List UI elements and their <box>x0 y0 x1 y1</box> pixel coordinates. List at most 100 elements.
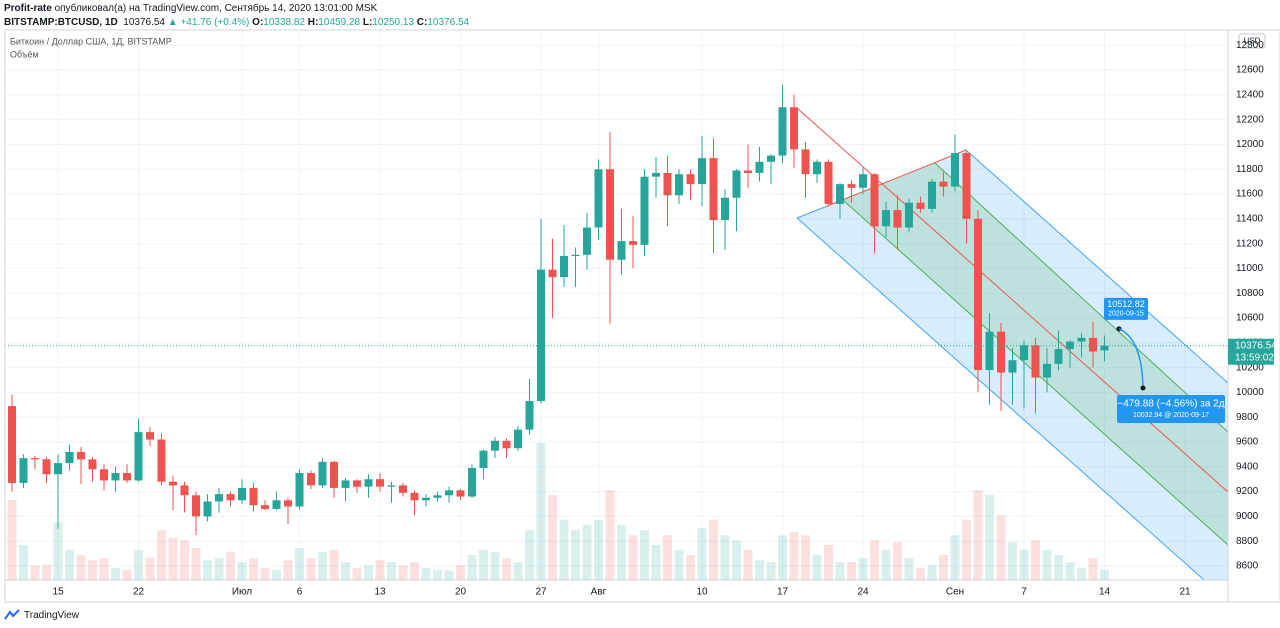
high: 10459.28 <box>318 17 361 28</box>
forecast-change: −479.88 (−4.56%) за 2д <box>1117 399 1224 410</box>
volume-bar <box>1054 555 1063 580</box>
candle-body <box>606 169 614 260</box>
volume-bar <box>306 558 316 580</box>
candle-body <box>836 184 844 204</box>
candle-body <box>686 174 695 185</box>
y-tick-label: 9000 <box>1236 511 1259 522</box>
volume-bar <box>548 494 557 580</box>
candle-body <box>629 241 637 245</box>
y-tick-label: 11600 <box>1236 189 1264 200</box>
candle-body <box>939 181 948 187</box>
volume-bar <box>180 540 189 580</box>
candle-body <box>755 161 764 173</box>
volume-bar <box>145 557 155 580</box>
candle-body <box>445 490 453 496</box>
candle-body <box>261 505 269 509</box>
candle-body <box>111 473 120 481</box>
volume-bar <box>65 549 74 580</box>
candle-body <box>157 439 166 482</box>
volume-bar <box>674 549 684 580</box>
candle-body <box>215 494 223 502</box>
forecast-start-date: 2020-09-15 <box>1108 311 1144 318</box>
candle-body <box>295 473 304 507</box>
candle-body <box>180 485 189 496</box>
x-tick-label: 15 <box>52 587 64 598</box>
volume-bar <box>421 567 431 580</box>
volume-bar <box>697 528 707 580</box>
volume-bar <box>226 551 235 580</box>
volume-bar <box>950 535 960 580</box>
channel-upper <box>965 149 1229 384</box>
candle-body <box>249 487 258 506</box>
volume-bar <box>456 565 465 580</box>
candle-body <box>100 469 108 481</box>
l-label: L: <box>362 17 373 28</box>
volume-bar <box>398 565 408 580</box>
axes: 8600 8800 9000 9200 9400 9600 9800 10000 10200 10… <box>52 40 1277 598</box>
volume-bar <box>341 562 350 580</box>
volume-bar <box>973 490 983 580</box>
volume-bar <box>479 549 488 580</box>
candle-body <box>88 459 97 470</box>
candle-body <box>560 256 568 278</box>
candle-body <box>19 458 28 483</box>
x-tick-label: Июл <box>232 587 252 598</box>
forecast-end-point <box>1140 385 1146 391</box>
candle-body <box>790 107 798 150</box>
candle-body <box>77 451 85 460</box>
candle-body <box>65 451 74 464</box>
candles <box>5 84 1228 535</box>
y-tick-label: 11000 <box>1236 263 1264 274</box>
volume-bar <box>801 535 810 580</box>
candle-body <box>1020 345 1028 361</box>
volume-bar <box>812 555 822 580</box>
y-tick-label: 12800 <box>1236 40 1264 51</box>
published: опубликовал(а) на TradingView.com, Сентя… <box>54 3 378 14</box>
candle-body <box>456 490 465 497</box>
x-tick-label: 20 <box>455 587 467 598</box>
candle-body <box>364 479 373 487</box>
volume-bar <box>329 549 339 580</box>
candle-body <box>146 432 154 440</box>
candle-body <box>537 269 545 402</box>
candle-body <box>916 202 925 209</box>
currency-box[interactable] <box>1238 33 1266 49</box>
candle-body <box>238 487 246 501</box>
candle-body <box>1043 363 1051 378</box>
x-tick-label: 27 <box>535 587 547 598</box>
volume-bar <box>42 564 51 580</box>
candle-body <box>1031 345 1040 378</box>
currency: USD <box>1244 37 1261 46</box>
x-tick-label: 10 <box>696 587 708 598</box>
y-tick-label: 12400 <box>1236 89 1264 100</box>
candle-body <box>341 480 350 488</box>
volume-bar <box>7 500 17 580</box>
volume-bar <box>1042 549 1052 580</box>
candle-body <box>617 241 626 260</box>
open: 10338.82 <box>263 17 305 28</box>
volume-bar <box>686 555 695 580</box>
volume-bar <box>30 565 40 580</box>
volume-bar <box>985 494 994 580</box>
candle-body <box>640 176 649 245</box>
volume-bar <box>295 548 304 580</box>
footer: TradingView <box>4 609 79 621</box>
volume-bar <box>525 530 534 580</box>
close: 10376.54 <box>427 17 470 28</box>
candle-body <box>502 440 511 449</box>
volume-bar <box>122 569 132 580</box>
volume-bar <box>249 558 258 580</box>
x-tick-label: 17 <box>777 587 789 598</box>
volume-bar <box>1088 558 1098 580</box>
candle-body <box>410 492 419 501</box>
candle-body <box>709 158 718 221</box>
volume-label: Объём <box>10 49 39 59</box>
y-tick-label: 10000 <box>1236 387 1264 398</box>
change: +41.76 (+0.4%) <box>180 17 250 28</box>
forecast-end: 10032.94 @ 2020-09-17 <box>1133 412 1209 419</box>
volume-bar <box>1008 542 1017 580</box>
volume-bar <box>375 560 385 580</box>
candle-body <box>123 473 131 481</box>
volume-bar <box>1100 569 1109 580</box>
